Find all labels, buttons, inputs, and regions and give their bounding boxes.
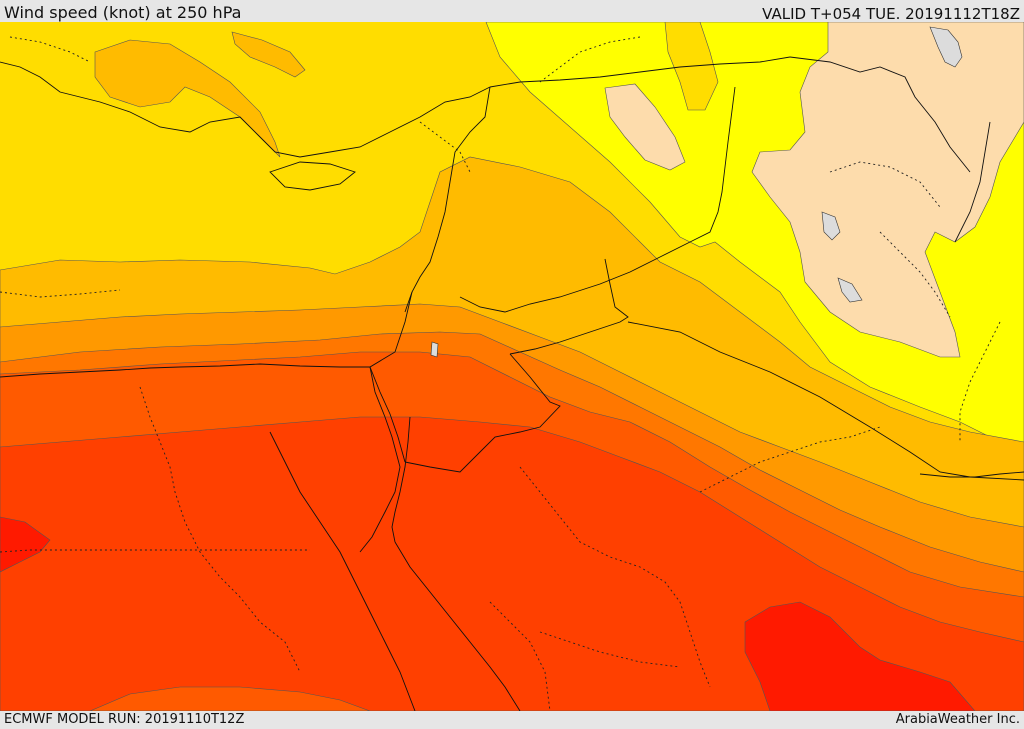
valid-time: VALID T+054 TUE. 20191112T18Z [762, 5, 1020, 23]
admin-border-10 [539, 631, 681, 668]
admin-border-4 [519, 466, 711, 688]
map-title: Wind speed (knot) at 250 hPa [4, 3, 242, 22]
coast-caspian [954, 121, 991, 243]
credit: ArabiaWeather Inc. [895, 712, 1020, 727]
admin-border-12 [419, 121, 471, 173]
admin-border-7 [829, 161, 941, 208]
admin-border-3 [0, 549, 310, 553]
coast-sinai-gulf-suez [359, 366, 401, 553]
admin-border-5 [699, 426, 881, 493]
model-run: ECMWF MODEL RUN: 20191110T12Z [4, 712, 245, 727]
header-bar: Wind speed (knot) at 250 hPa VALID T+054… [0, 0, 1024, 23]
wind-speed-map [0, 22, 1024, 711]
coast-turkey [0, 61, 491, 158]
cyprus [269, 161, 356, 191]
border-saudi-iraq [627, 321, 1024, 481]
border-saudi-jordan [509, 258, 629, 355]
band-red-west [0, 516, 51, 573]
border-syria-iraq [459, 86, 736, 313]
lake-tharthar [837, 277, 863, 303]
coast-egypt-north [0, 291, 413, 378]
border-egypt-israel [369, 366, 406, 463]
band-red-southeast [744, 601, 976, 711]
lake-urmia [929, 26, 963, 68]
border-iraq-iran [789, 56, 971, 173]
coast-red-sea-east [394, 541, 521, 711]
admin-border-13 [489, 601, 551, 711]
band-amber-cyprus [231, 31, 306, 78]
band-red-orange-south [89, 686, 371, 711]
admin-border-11 [9, 36, 91, 63]
admin-border-6 [539, 36, 641, 83]
band-peach [751, 22, 1024, 358]
admin-border-1 [0, 289, 121, 298]
band-peach-blob [604, 83, 686, 171]
admin-border-8 [879, 231, 951, 318]
coast-gulf-aqaba [391, 416, 411, 543]
border-turkey-syria [489, 56, 791, 88]
coast-levant [404, 86, 491, 313]
lake-sea-of-galilee [430, 341, 439, 358]
border-egypt-sudan [404, 353, 561, 473]
coast-red-sea-west [269, 431, 416, 711]
footer-bar: ECMWF MODEL RUN: 20191110T12Z ArabiaWeat… [0, 711, 1024, 729]
lake-razazza [821, 211, 841, 241]
